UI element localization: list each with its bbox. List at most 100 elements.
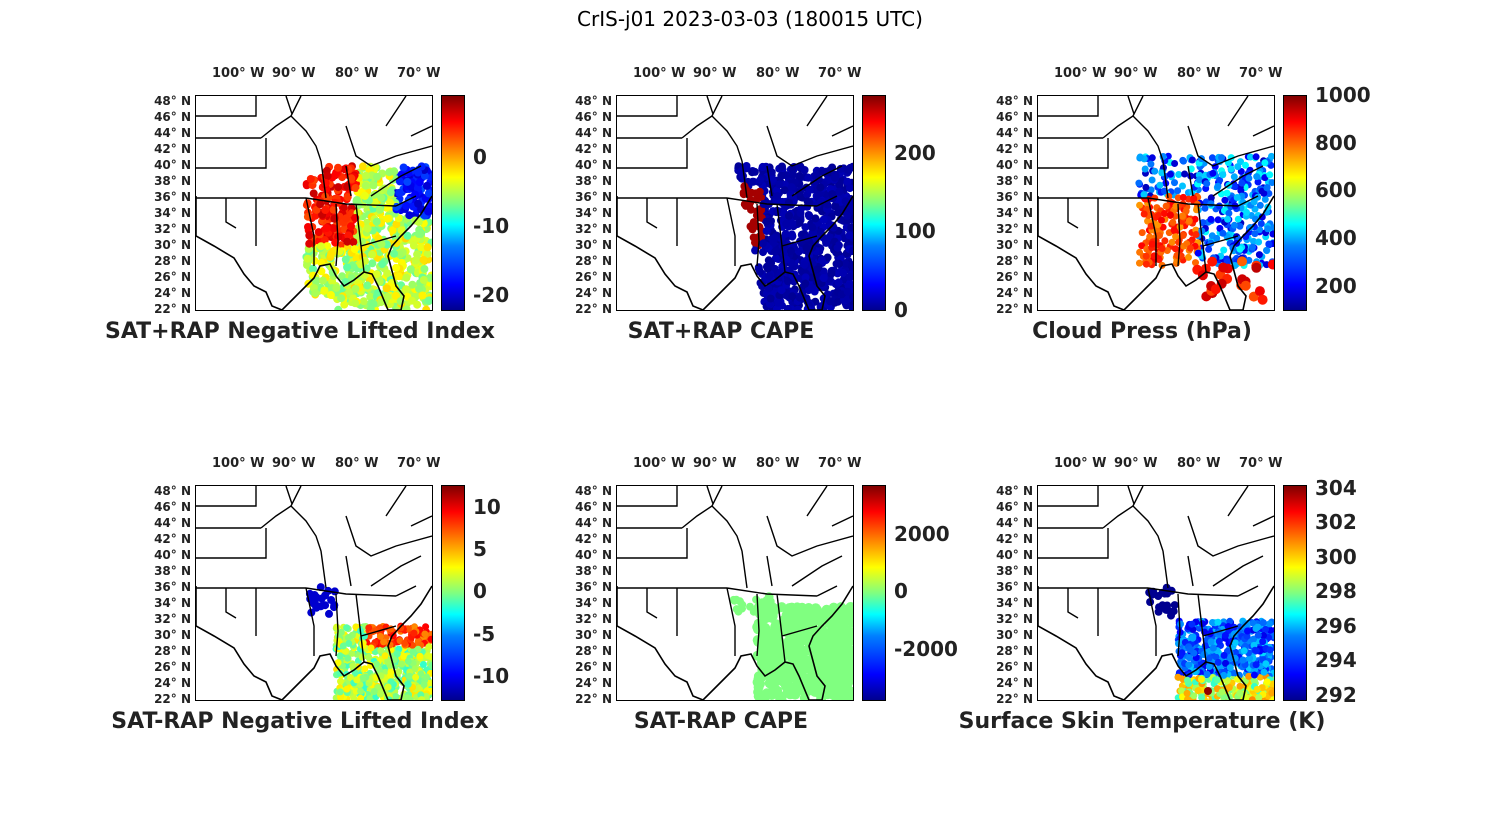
data-point xyxy=(1259,619,1267,627)
data-point xyxy=(782,219,791,228)
data-point xyxy=(1245,256,1253,264)
data-point xyxy=(1236,682,1244,690)
data-point xyxy=(1147,186,1155,194)
data-point xyxy=(777,286,786,295)
data-point xyxy=(1170,601,1179,610)
data-point xyxy=(797,204,806,213)
data-point xyxy=(814,645,825,656)
data-point xyxy=(392,693,400,700)
lat-tick-label: 34° N xyxy=(154,596,191,610)
data-point xyxy=(408,280,417,289)
data-point xyxy=(412,673,420,681)
data-point xyxy=(831,173,839,182)
lat-tick-label: 24° N xyxy=(996,286,1033,300)
data-point xyxy=(1238,179,1246,187)
lon-tick-label: 70° W xyxy=(1239,66,1283,81)
data-point xyxy=(1252,647,1260,655)
data-point xyxy=(316,200,325,209)
lat-tick-label: 36° N xyxy=(154,190,191,204)
data-point xyxy=(818,662,828,673)
data-point xyxy=(827,689,838,700)
lat-tick-label: 40° N xyxy=(996,158,1033,172)
data-point xyxy=(755,623,766,634)
data-point xyxy=(1237,187,1245,195)
data-point xyxy=(383,269,392,278)
map-plot xyxy=(196,96,432,310)
data-point xyxy=(1144,217,1152,225)
data-point xyxy=(804,173,813,182)
state-borders xyxy=(1038,96,1274,273)
state-borders xyxy=(617,96,853,273)
data-point xyxy=(1245,174,1253,182)
data-point xyxy=(385,168,394,177)
data-point xyxy=(392,263,401,272)
coastline xyxy=(617,585,853,700)
data-point xyxy=(390,283,399,292)
lat-tick-label: 24° N xyxy=(154,286,191,300)
lat-tick-label: 26° N xyxy=(996,660,1033,674)
data-point xyxy=(1178,687,1185,695)
data-point xyxy=(1254,631,1262,639)
data-point xyxy=(1259,638,1267,646)
data-point xyxy=(1268,179,1274,187)
data-point xyxy=(740,182,749,191)
data-point xyxy=(1236,245,1244,253)
data-point xyxy=(770,624,781,635)
data-point xyxy=(427,635,432,643)
data-point xyxy=(1233,194,1241,201)
data-point xyxy=(336,688,344,696)
data-point xyxy=(370,688,378,695)
data-point xyxy=(1203,180,1211,188)
lon-tick-label: 90° W xyxy=(1114,66,1158,81)
lat-tick-label: 44° N xyxy=(154,126,191,140)
data-point xyxy=(819,274,828,282)
data-point xyxy=(1185,654,1193,662)
data-point xyxy=(1207,256,1218,267)
data-point xyxy=(343,263,352,272)
colorbar-tick-label: 300 xyxy=(1315,545,1357,569)
colorbar-tick-label: 302 xyxy=(1315,510,1357,534)
lat-tick-label: 24° N xyxy=(575,676,612,690)
data-point xyxy=(758,239,767,248)
data-point xyxy=(1224,215,1232,223)
data-point xyxy=(1218,262,1229,273)
data-point xyxy=(305,239,314,248)
data-point xyxy=(419,276,428,284)
colorbar-tick-label: 1000 xyxy=(1315,83,1371,107)
data-point xyxy=(808,223,817,232)
coastline xyxy=(196,585,432,700)
data-point xyxy=(848,246,853,255)
map-plot xyxy=(1038,96,1274,310)
data-point xyxy=(1263,678,1271,686)
data-point xyxy=(344,231,353,240)
data-point xyxy=(333,623,341,631)
data-point xyxy=(1243,632,1251,640)
lon-tick-label: 80° W xyxy=(335,66,379,81)
data-point xyxy=(343,237,352,246)
data-point xyxy=(1176,223,1184,231)
lon-tick-label: 90° W xyxy=(693,456,737,471)
data-point xyxy=(367,644,375,652)
data-point xyxy=(334,659,342,667)
data-point xyxy=(422,305,431,310)
data-point xyxy=(1236,222,1244,230)
data-point xyxy=(774,298,783,307)
data-point xyxy=(400,652,408,660)
data-point xyxy=(825,233,834,241)
data-point xyxy=(393,650,401,658)
data-point xyxy=(1251,677,1258,685)
data-point xyxy=(769,676,780,687)
colorbar-tick-label: 100 xyxy=(894,219,936,243)
lat-tick-label: 32° N xyxy=(154,222,191,236)
lat-tick-label: 34° N xyxy=(575,596,612,610)
data-point xyxy=(785,211,793,220)
lat-tick-label: 28° N xyxy=(996,644,1033,658)
data-point xyxy=(738,166,747,175)
map-panel-1: 100° W 90° W 80° W 70° W 48° N 46° N 44° N 42° … xyxy=(95,60,555,400)
state-borders xyxy=(196,96,432,273)
data-point xyxy=(1186,244,1194,252)
data-point xyxy=(848,304,853,310)
data-point xyxy=(1162,202,1170,210)
data-point xyxy=(795,172,804,180)
data-point xyxy=(402,273,411,282)
